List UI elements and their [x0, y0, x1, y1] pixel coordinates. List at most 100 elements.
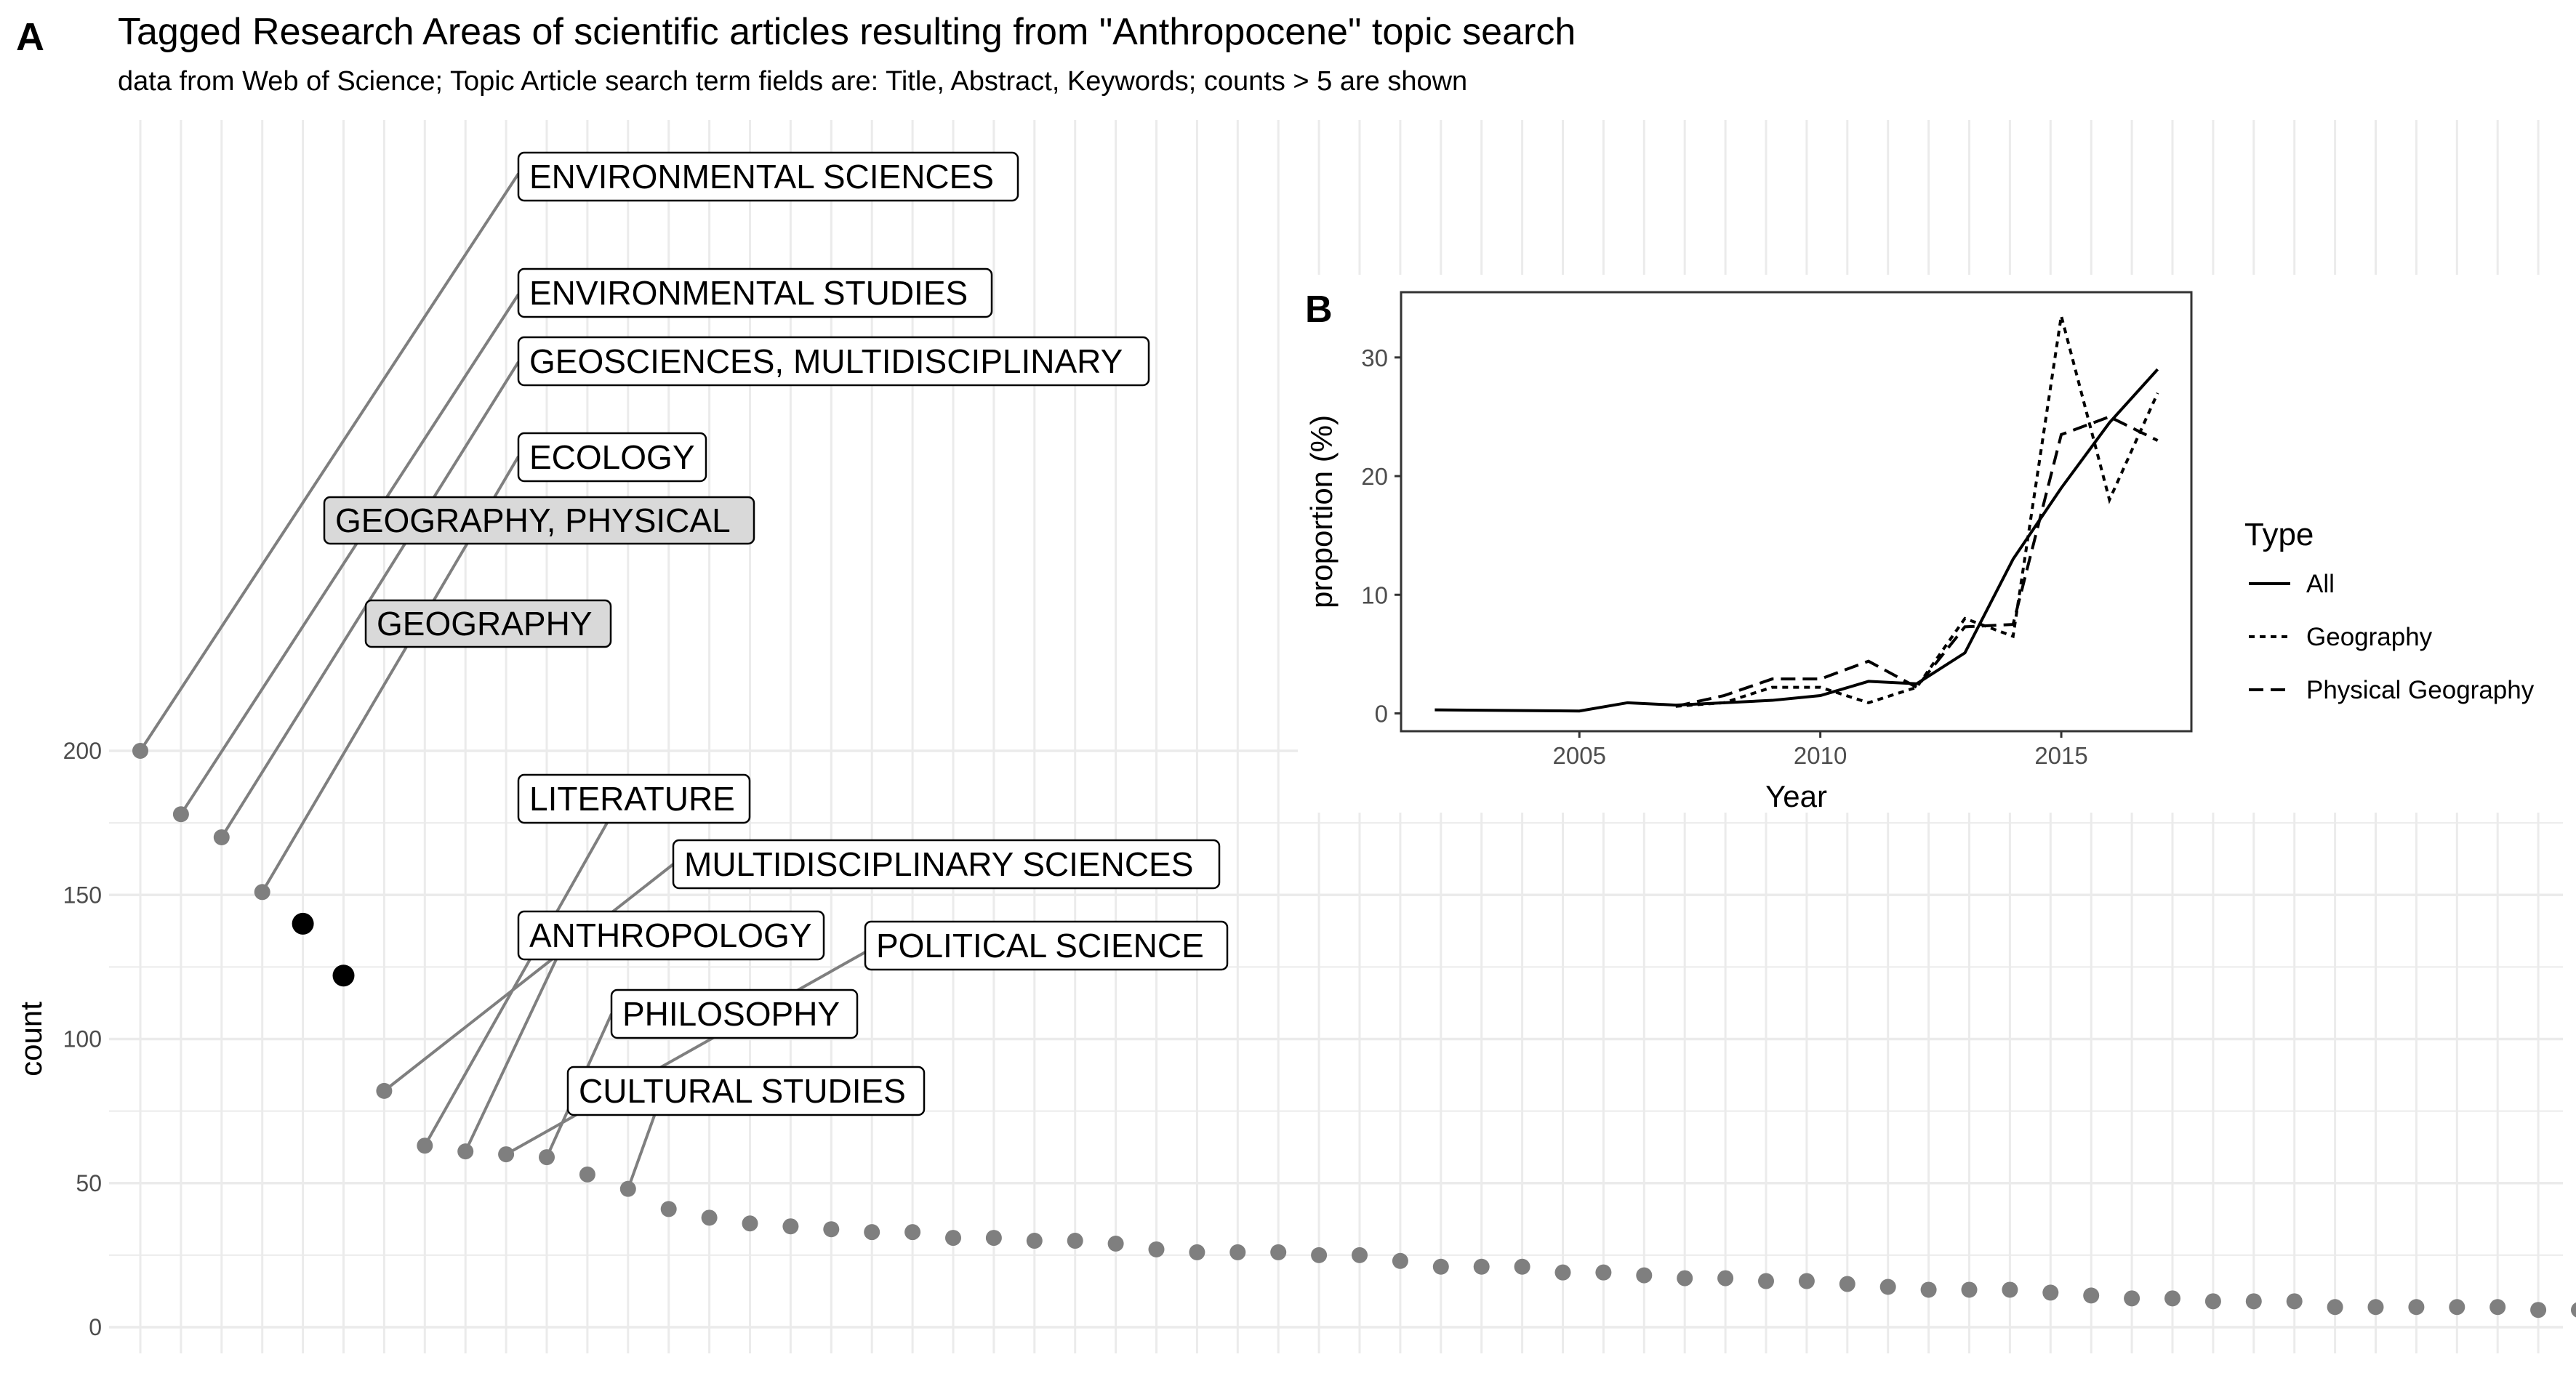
data-point	[864, 1224, 880, 1241]
y-tick-label: 100	[63, 1026, 102, 1052]
y-axis-title: count	[14, 1002, 48, 1076]
point-label: GEOSCIENCES, MULTIDISCIPLINARY	[529, 342, 1123, 380]
inset-x-axis-title: Year	[1765, 779, 1827, 813]
data-point	[1148, 1241, 1165, 1257]
data-point	[417, 1138, 433, 1154]
label-connector	[464, 959, 558, 1152]
data-point	[1270, 1244, 1287, 1260]
label-box	[364, 599, 612, 648]
data-point	[498, 1146, 515, 1163]
data-point	[742, 1215, 758, 1232]
data-point	[2408, 1299, 2425, 1316]
point-label: ECOLOGY	[529, 438, 695, 476]
point-label: MULTIDISCIPLINARY SCIENCES	[684, 845, 1193, 883]
series-line-all	[1435, 368, 2159, 713]
data-point	[1514, 1258, 1530, 1275]
panel-a-letter: A	[16, 15, 44, 59]
data-point	[1920, 1281, 1937, 1298]
label-connector	[505, 951, 866, 1156]
inset-background	[1298, 275, 2567, 813]
data-point	[539, 1149, 555, 1166]
y-tick-label: 200	[63, 738, 102, 764]
point-label: POLITICAL SCIENCE	[876, 927, 1204, 965]
label-connector	[180, 293, 520, 816]
data-point	[2204, 1293, 2221, 1310]
data-point	[1961, 1281, 1978, 1298]
data-point	[1229, 1244, 1246, 1260]
data-point	[1189, 1244, 1205, 1260]
data-point	[376, 1082, 393, 1099]
legend-label: All	[2306, 570, 2335, 598]
data-point	[1717, 1270, 1734, 1287]
inset-y-tick-label: 20	[1361, 463, 1388, 490]
label-box	[323, 496, 755, 545]
label-box	[517, 910, 825, 961]
data-point	[660, 1201, 677, 1217]
label-box	[517, 773, 751, 824]
data-point	[2124, 1290, 2140, 1307]
point-label: ANTHROPOLOGY	[529, 917, 812, 954]
label-box	[517, 336, 1150, 387]
data-point	[1107, 1236, 1124, 1252]
data-point	[2164, 1290, 2180, 1307]
data-point	[1432, 1258, 1449, 1275]
data-point	[1879, 1279, 1896, 1295]
data-point	[904, 1224, 921, 1241]
y-tick-label: 50	[76, 1170, 102, 1196]
data-point	[619, 1180, 636, 1197]
point-label: PHILOSOPHY	[622, 995, 840, 1033]
label-connector	[423, 822, 609, 1147]
point-label: LITERATURE	[529, 780, 735, 818]
data-point	[1311, 1247, 1328, 1263]
label-box	[517, 151, 1019, 202]
data-point	[2367, 1299, 2384, 1316]
data-point	[1636, 1267, 1653, 1284]
label-box	[517, 267, 993, 318]
y-tick-label: 0	[89, 1314, 102, 1340]
data-point	[457, 1143, 474, 1160]
inset-x-tick-label: 2005	[1553, 742, 1606, 769]
series-line-geography	[1675, 315, 2159, 708]
panel-b-letter: B	[1305, 289, 1333, 331]
legend-title: Type	[2244, 517, 2314, 552]
label-box	[610, 989, 859, 1039]
highlight-point	[292, 912, 314, 935]
legend-label: Geography	[2306, 623, 2433, 651]
data-point	[1392, 1252, 1408, 1269]
label-box	[672, 839, 1221, 890]
point-label: CULTURAL STUDIES	[579, 1072, 906, 1110]
data-point	[701, 1209, 718, 1226]
inset-plot-border	[1400, 291, 2193, 733]
inset-x-tick-label: 2015	[2034, 742, 2087, 769]
data-point	[2002, 1281, 2018, 1298]
inset-y-tick-label: 30	[1361, 345, 1388, 371]
chart-subtitle: data from Web of Science; Topic Article …	[118, 66, 1468, 97]
data-point	[1758, 1273, 1774, 1289]
data-point	[945, 1230, 961, 1247]
label-box	[517, 432, 707, 483]
inset-x-tick-label: 2010	[1794, 742, 1847, 769]
label-box	[566, 1066, 926, 1116]
data-point	[1595, 1264, 1612, 1281]
data-point	[254, 884, 270, 901]
data-point	[213, 829, 230, 845]
data-point	[823, 1221, 840, 1238]
point-label: ENVIRONMENTAL STUDIES	[529, 274, 968, 312]
data-point	[1067, 1233, 1083, 1249]
chart-title: Tagged Research Areas of scientific arti…	[118, 11, 1576, 53]
point-label: GEOGRAPHY	[377, 605, 593, 643]
data-point	[1473, 1258, 1490, 1275]
data-point	[2327, 1299, 2343, 1316]
data-point	[2489, 1299, 2506, 1316]
data-point	[1798, 1273, 1815, 1289]
data-point	[132, 743, 148, 759]
data-point	[579, 1166, 595, 1183]
data-point	[2083, 1287, 2100, 1304]
data-point	[2449, 1299, 2465, 1316]
data-point	[1352, 1247, 1368, 1263]
label-connector	[139, 172, 520, 752]
point-label: GEOGRAPHY, PHYSICAL	[335, 502, 731, 539]
data-point	[1839, 1276, 1855, 1292]
highlight-point	[332, 965, 355, 987]
data-point	[985, 1230, 1002, 1247]
